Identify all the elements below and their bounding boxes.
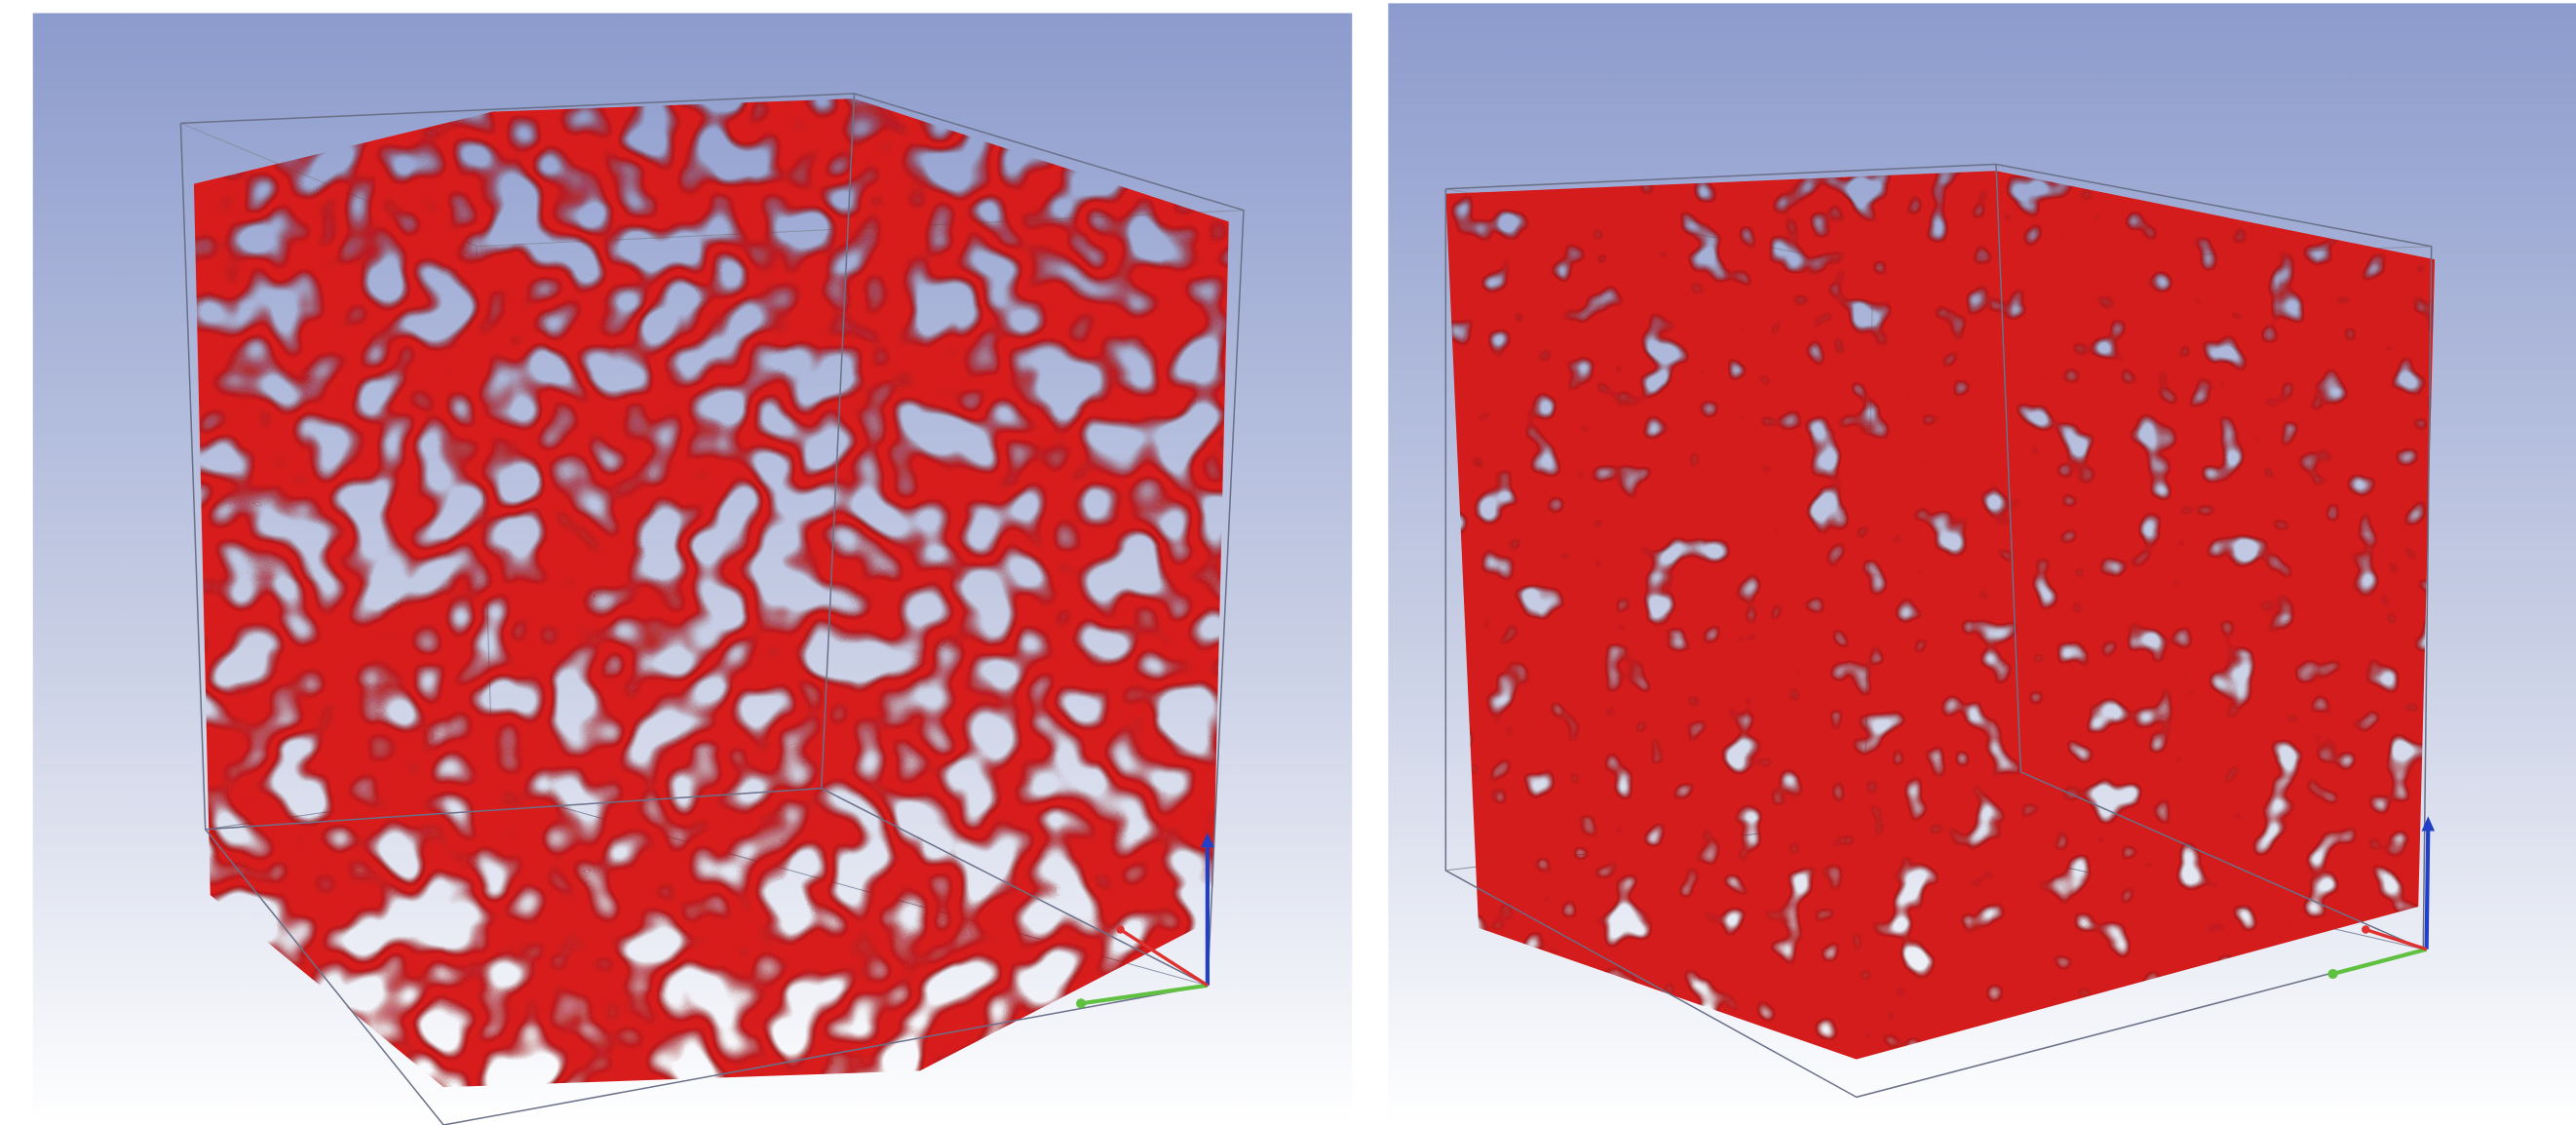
left-panel	[33, 13, 1353, 1125]
page	[0, 0, 2576, 1125]
figure	[0, 0, 2576, 1125]
right-panel	[1388, 3, 2576, 1125]
